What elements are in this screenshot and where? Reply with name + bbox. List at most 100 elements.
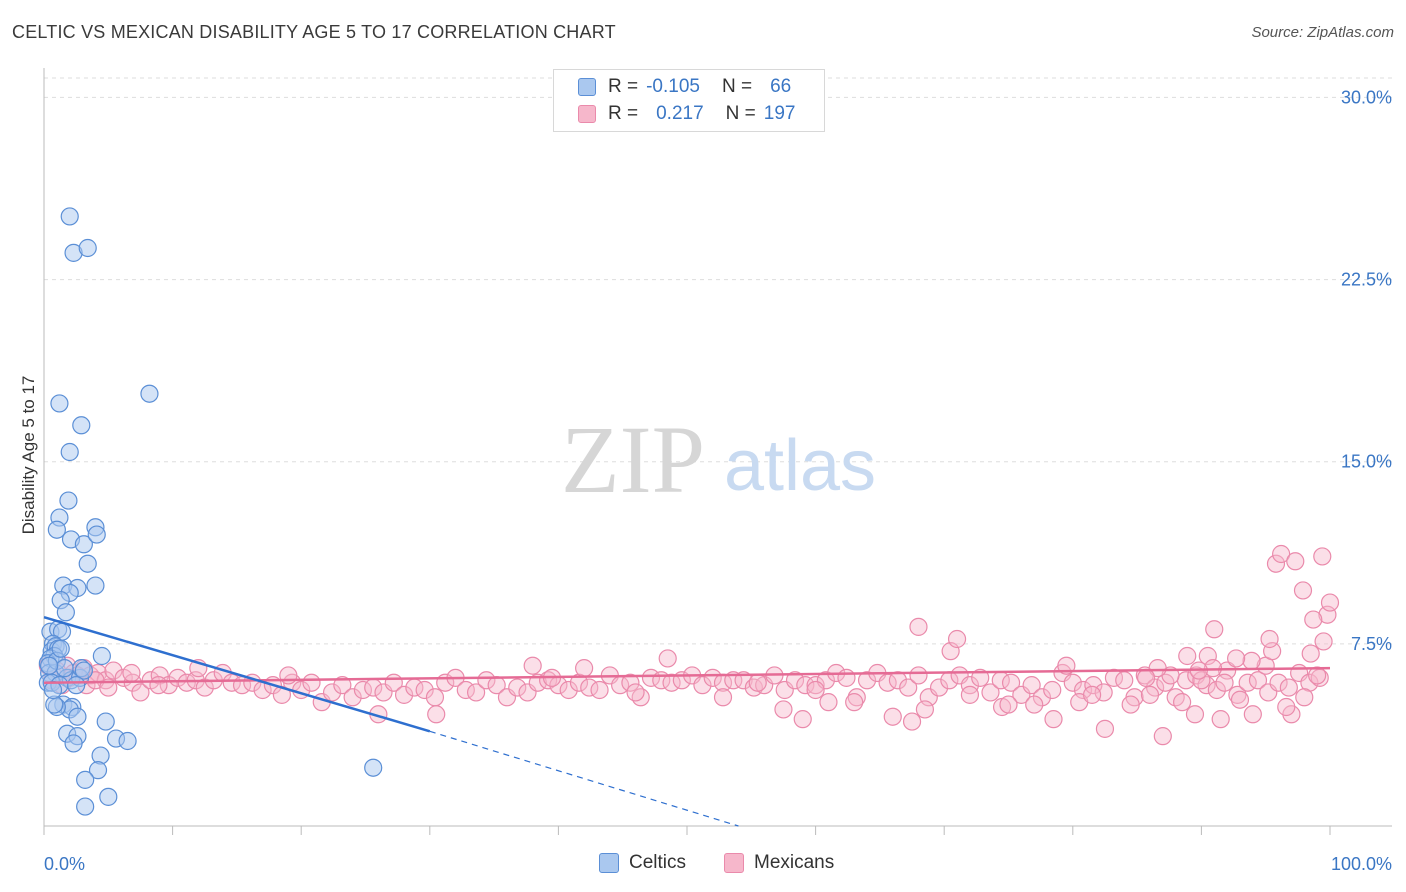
chart-title: CELTIC VS MEXICAN DISABILITY AGE 5 TO 17… — [12, 22, 616, 42]
mexican-points — [38, 544, 1340, 746]
mexican-point — [1082, 685, 1102, 704]
legend-item-mexicans[interactable]: Mexicans — [724, 852, 834, 874]
celtic-point — [67, 676, 86, 695]
celtic-point — [50, 394, 69, 413]
mexican-point — [1295, 688, 1314, 707]
mexican-point — [1320, 593, 1340, 612]
mexican-point — [1032, 688, 1052, 707]
mexican-point — [1313, 547, 1332, 566]
y-tick-label: 7.5% — [1351, 634, 1392, 654]
mexican-point — [1197, 676, 1216, 695]
mexican-point — [559, 680, 578, 700]
celtic-point — [43, 680, 63, 700]
mexican-point — [1211, 710, 1230, 729]
mexican-point — [1043, 680, 1062, 700]
celtic-point — [92, 646, 111, 666]
mexican-point — [1301, 644, 1320, 663]
celtic-point — [118, 731, 137, 751]
mexican-point — [1185, 705, 1205, 724]
mexican-point — [1215, 673, 1234, 692]
mexican-point — [1243, 705, 1262, 724]
y-tick-label: 22.5% — [1341, 270, 1392, 290]
mexican-point — [1286, 552, 1305, 571]
mexican-point — [960, 676, 980, 695]
mexican-point — [857, 671, 877, 690]
y-tick-label: 30.0% — [1341, 87, 1392, 107]
celtic-n-value: 66 — [770, 76, 792, 97]
mexican-point — [279, 666, 298, 685]
mexican-point — [131, 683, 150, 702]
mexican-point — [793, 710, 812, 729]
celtic-point — [72, 416, 91, 435]
mexican-point — [847, 688, 866, 707]
celtic-point — [68, 707, 87, 726]
mexican-point — [909, 666, 928, 685]
celtic-point — [88, 761, 108, 780]
correlation-legend: R = -0.105 N = 66 R = 0.217 N = 197 — [553, 69, 825, 132]
celtic-point — [60, 207, 79, 226]
axes — [43, 68, 1392, 835]
celtic-point — [140, 384, 159, 403]
watermark-atlas: atlas — [724, 426, 876, 506]
mexican-point — [693, 676, 712, 695]
mexican-point — [626, 683, 645, 702]
legend-row-mexican: R = 0.217 N = 197 — [578, 102, 795, 126]
mexican-point — [1269, 673, 1288, 692]
celtic-point — [76, 770, 95, 789]
mexican-point — [1063, 673, 1082, 692]
mexican-point — [1025, 695, 1044, 714]
mexican-point — [508, 678, 527, 697]
x-tick-label-min: 0.0% — [44, 854, 85, 874]
mexican-point — [1260, 629, 1279, 649]
celtic-trend-line — [43, 615, 431, 733]
celtic-point — [40, 656, 59, 675]
mexican-point — [1095, 719, 1115, 738]
mexican-point — [415, 680, 434, 700]
celtic-swatch — [578, 78, 596, 96]
celtic-trend-extension — [429, 730, 739, 827]
x-tick-label-max: 100.0% — [1331, 854, 1392, 874]
mexican-point — [971, 668, 990, 687]
celtic-point — [96, 712, 115, 731]
legend-item-celtics[interactable]: Celtics — [599, 852, 686, 874]
mexican-point — [427, 705, 446, 724]
mexican-point — [960, 685, 980, 704]
mexican-point — [929, 678, 949, 697]
mexican-point — [104, 661, 123, 680]
mexican-point — [1173, 693, 1192, 712]
mexicans-legend-label: Mexicans — [754, 852, 835, 873]
watermark-zip: ZIP — [561, 406, 705, 513]
mexican-point — [1148, 659, 1167, 678]
mexican-point — [466, 683, 486, 702]
celtic-point — [64, 734, 83, 753]
mexican-point — [1279, 678, 1298, 697]
mexicans-legend-swatch — [724, 853, 744, 873]
celtic-point — [76, 797, 95, 816]
mexican-point — [122, 663, 141, 683]
mexican-point — [590, 680, 609, 700]
mexican-point — [909, 617, 928, 636]
mexican-point — [899, 678, 918, 697]
mexican-point — [477, 671, 496, 690]
source-label: Source: ZipAtlas.com — [1251, 24, 1394, 41]
mexican-point — [981, 683, 1000, 702]
celtic-point — [55, 659, 74, 678]
celtic-r-label: R = — [608, 76, 639, 97]
mexican-point — [149, 676, 168, 695]
mexican-point — [1022, 676, 1041, 695]
celtic-point — [99, 787, 118, 806]
celtic-point — [78, 554, 97, 573]
mexican-point — [845, 693, 864, 712]
mexican-point — [99, 678, 118, 697]
celtic-points — [38, 207, 383, 816]
mexican-point — [806, 676, 825, 695]
mexican-point — [748, 673, 767, 692]
mexican-point — [343, 688, 362, 707]
mexican-point — [1227, 649, 1246, 668]
mexican-point — [819, 693, 838, 712]
celtic-point — [78, 238, 97, 258]
mexican-point — [523, 656, 542, 675]
mexican-point — [394, 685, 414, 704]
mexican-point — [796, 676, 815, 695]
celtics-legend-label: Celtics — [629, 852, 687, 873]
